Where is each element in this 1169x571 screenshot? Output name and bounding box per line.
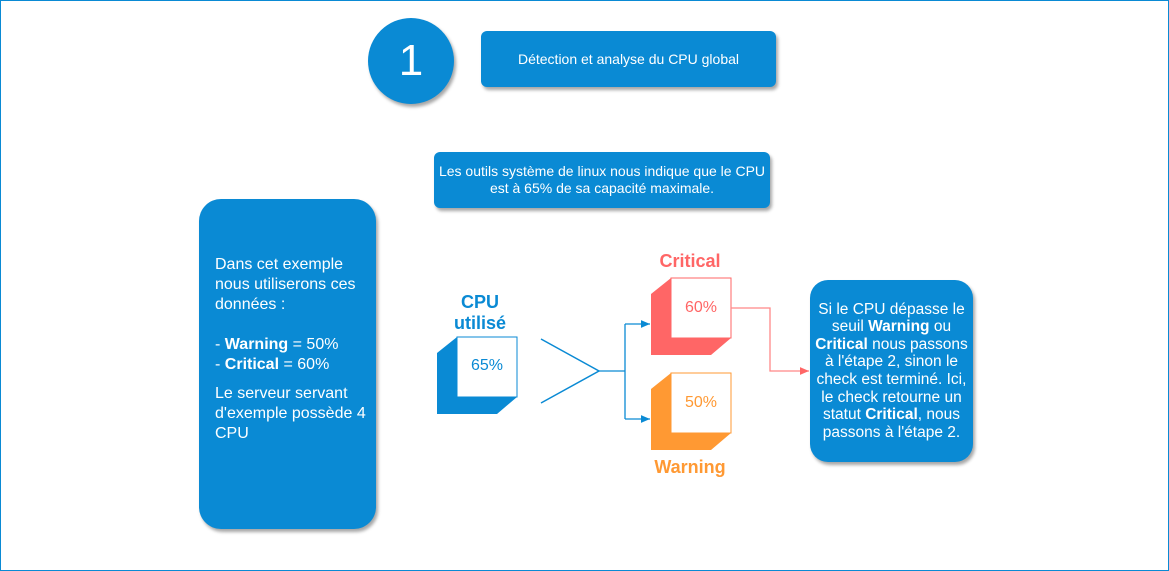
branch-connector xyxy=(599,324,626,419)
result-text: Si le CPU dépasse le seuil Warning ou Cr… xyxy=(815,300,968,441)
result-box: Si le CPU dépasse le seuil Warning ou Cr… xyxy=(810,280,973,462)
example-data-box: Dans cet exemple nous utiliserons ces do… xyxy=(199,199,376,529)
critical-line: - Critical = 60% xyxy=(215,356,330,373)
critical-cube xyxy=(651,277,732,355)
critical-value: 60% xyxy=(684,299,718,316)
comparison-symbol xyxy=(540,338,601,404)
cpu-label: CPU utilisé xyxy=(453,292,506,333)
intro-text: Dans cet exemple nous utiliserons ces do… xyxy=(215,256,356,313)
warning-line: - Warning = 50% xyxy=(215,336,339,353)
server-text: Le serveur servant d'exemple possède 4 C… xyxy=(215,385,366,442)
cpu-value: 65% xyxy=(470,357,504,374)
cpu-cube xyxy=(437,336,518,414)
warning-value: 50% xyxy=(684,394,718,411)
arrow-to-result xyxy=(731,307,809,375)
warning-label: Warning xyxy=(654,457,726,477)
step-number-circle: 1 xyxy=(368,18,454,104)
warning-cube xyxy=(651,372,732,450)
step-title: Détection et analyse du CPU global xyxy=(481,31,776,87)
info-box: Les outils système de linux nous indique… xyxy=(434,152,770,208)
critical-label: Critical xyxy=(659,251,721,271)
